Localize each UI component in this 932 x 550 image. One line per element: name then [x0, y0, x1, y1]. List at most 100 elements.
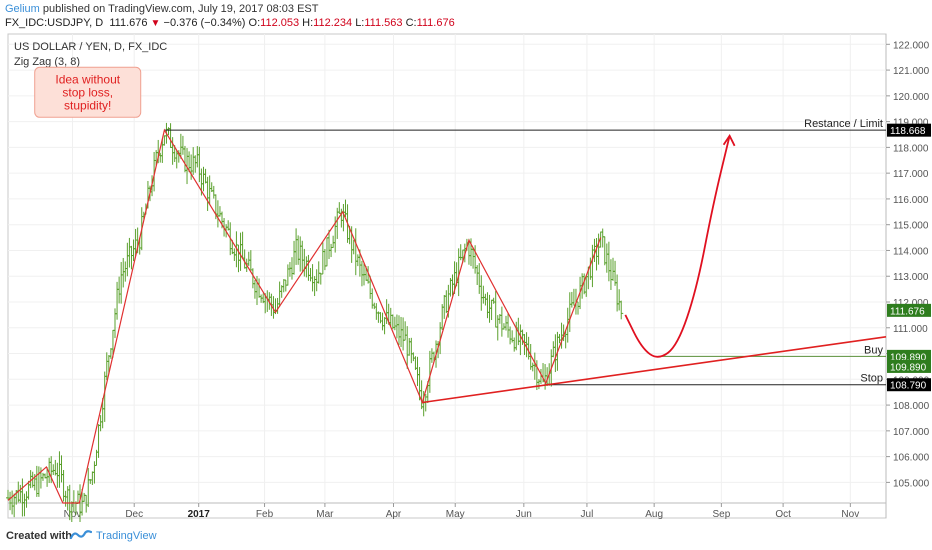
price-bar — [20, 478, 25, 517]
symbol-label: FX_IDC:USDJPY, D — [5, 17, 104, 29]
price-bar — [201, 166, 206, 192]
price-bar — [619, 300, 624, 320]
price-bar — [567, 292, 572, 332]
time-tick-label: 2017 — [188, 509, 211, 520]
price-bar — [409, 337, 414, 364]
price-bar — [394, 314, 399, 339]
published-text: published on TradingView.com, July 19, 2… — [42, 3, 319, 15]
price-bar — [506, 313, 511, 338]
price-tick-label: 119.000 — [893, 118, 929, 129]
low-value: 111.563 — [364, 17, 403, 29]
down-arrow-icon: ▼ — [150, 18, 161, 29]
price-tick-label: 122.000 — [893, 40, 930, 51]
price-bar — [475, 265, 480, 286]
price-bar — [211, 185, 216, 199]
price-bar — [283, 279, 288, 292]
time-scale: Nov Dec 2017 Feb Mar Apr May Jun Jul Aug Sep Oct Nov — [64, 503, 859, 520]
price-bar — [324, 237, 329, 267]
trend-line-layer[interactable] — [422, 335, 887, 404]
price-bar — [34, 465, 39, 497]
price-bar — [536, 379, 541, 390]
price-bar — [96, 424, 101, 458]
level-label: Buy — [864, 344, 883, 356]
level-label: Stop — [860, 373, 883, 385]
price-tick-label: 113.000 — [893, 272, 929, 283]
low-label: L: — [355, 17, 365, 29]
price-bar — [8, 491, 13, 511]
price-bar — [608, 259, 613, 290]
price-bar — [359, 260, 364, 287]
note-box — [34, 66, 142, 118]
price-bar — [442, 295, 447, 319]
price-bar — [613, 260, 618, 286]
tradingview-brand[interactable]: TradingView — [96, 530, 157, 542]
price-bar — [396, 315, 401, 346]
price-bar — [401, 317, 406, 351]
price-tick-label: 120.000 — [893, 92, 930, 103]
price-bars — [6, 122, 624, 522]
price-bar — [252, 280, 257, 299]
price-bar — [182, 145, 187, 173]
price-bar — [355, 254, 360, 267]
price-bar — [481, 285, 486, 304]
price-chart[interactable]: 122.000 121.000 120.000 119.000 118.000 117.0… — [0, 0, 932, 522]
chart-title: US DOLLAR / YEN, D, FX_IDC — [14, 41, 167, 53]
last-price: 111.676 — [109, 17, 148, 29]
price-bar — [491, 297, 496, 304]
price-bar — [285, 264, 290, 286]
price-bar — [368, 275, 373, 299]
price-bar — [217, 206, 222, 217]
price-bar — [203, 168, 208, 184]
price-bar — [308, 268, 313, 282]
price-scale: 122.000 121.000 120.000 119.000 118.000 117.0… — [886, 40, 930, 489]
price-bar — [22, 493, 27, 517]
price-bar — [10, 490, 15, 515]
price-bar — [36, 466, 41, 497]
price-bar — [493, 290, 498, 328]
footer: Created with TradingView — [0, 522, 932, 550]
price-bar — [438, 322, 443, 355]
price-bar — [318, 272, 323, 285]
price-bar — [530, 362, 535, 372]
price-bar — [298, 236, 303, 272]
close-value: 111.676 — [416, 17, 455, 29]
price-bar — [86, 467, 91, 508]
author-link[interactable]: Gelium — [5, 3, 40, 15]
projection-layer[interactable] — [624, 133, 736, 358]
support-trend-line — [422, 335, 887, 404]
price-bar — [59, 455, 64, 483]
price-tags: 118.668 109.890 108.790 109.890 111.676 — [887, 123, 931, 392]
price-bar — [576, 301, 581, 315]
note-line: stupidity! — [64, 98, 111, 112]
grid-layer — [8, 34, 886, 503]
price-bar — [372, 302, 377, 310]
level-lines[interactable]: Restance / Limit Buy Stop — [164, 118, 886, 386]
price-tick-label: 112.000 — [893, 298, 929, 309]
price-bar — [569, 291, 574, 308]
price-tick-label: 105.000 — [893, 478, 930, 489]
price-tick-label: 118.000 — [893, 143, 929, 154]
price-bar — [617, 289, 622, 311]
price-bar — [306, 254, 311, 281]
price-bar — [24, 491, 29, 508]
last-price-tag-text: 111.676 — [890, 306, 925, 317]
price-bar — [499, 306, 504, 337]
price-tick-label: 111.000 — [893, 324, 928, 335]
level-label: Restance / Limit — [804, 118, 883, 130]
price-bar — [277, 281, 282, 307]
price-bar — [615, 274, 620, 312]
price-tick-label: 116.000 — [893, 195, 929, 206]
level-tag-bg — [887, 349, 931, 363]
time-tick-label: Nov — [841, 509, 859, 520]
level-tag-text: 109.890 — [890, 352, 927, 363]
price-bar — [322, 248, 327, 271]
secondary-tag-bg — [887, 359, 931, 373]
price-bar — [168, 123, 173, 148]
price-tick-label: 107.000 — [893, 427, 930, 438]
price-bar — [370, 288, 375, 309]
time-tick-label: Mar — [316, 509, 334, 520]
projection-arrowhead — [722, 133, 736, 147]
change-value: −0.376 (−0.34%) — [163, 17, 246, 29]
